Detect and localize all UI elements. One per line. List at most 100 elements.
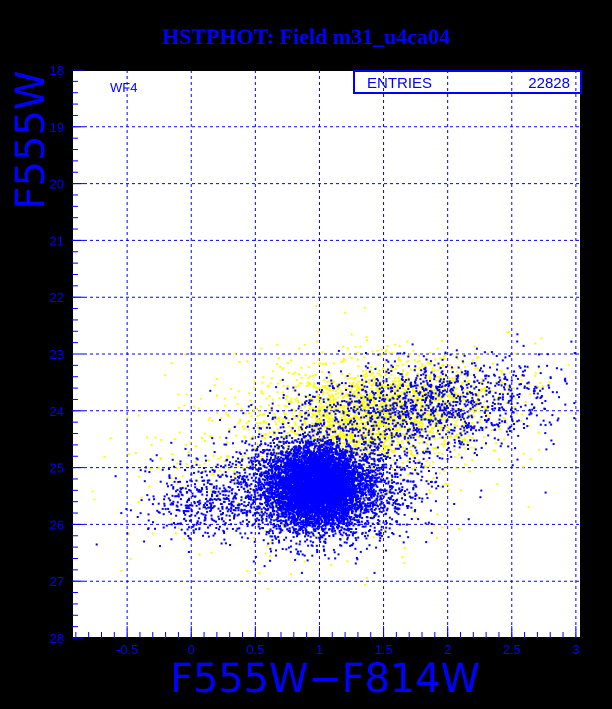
data-point (316, 427, 319, 430)
data-point (282, 440, 285, 443)
data-point (400, 420, 403, 422)
data-point (416, 360, 419, 363)
data-point (460, 384, 463, 387)
data-point (422, 449, 425, 452)
data-point (349, 462, 352, 465)
data-point (395, 394, 398, 397)
data-point (334, 433, 337, 435)
data-point (418, 422, 421, 425)
data-point (323, 413, 325, 416)
data-point (351, 447, 354, 450)
data-point (330, 435, 333, 438)
data-point (344, 422, 347, 425)
data-point (384, 401, 387, 404)
data-point (314, 535, 317, 538)
data-point (388, 426, 391, 428)
data-point (329, 425, 332, 428)
data-point (355, 404, 357, 407)
data-point (412, 435, 415, 438)
data-point (425, 466, 428, 469)
data-point (336, 422, 339, 425)
data-point (439, 357, 442, 360)
data-point (346, 411, 349, 413)
data-point (363, 415, 366, 418)
data-point (210, 473, 213, 476)
data-point (387, 452, 390, 455)
data-point (416, 420, 419, 423)
data-point (187, 450, 190, 453)
data-point (385, 436, 388, 439)
data-point (290, 452, 293, 455)
data-point (483, 387, 485, 390)
data-point (405, 381, 408, 384)
data-point (408, 439, 411, 441)
data-point (277, 443, 280, 446)
data-point (266, 448, 269, 451)
data-point (338, 401, 341, 404)
data-point (462, 362, 465, 364)
data-point (388, 436, 391, 439)
data-point (477, 393, 480, 396)
data-point (476, 400, 479, 403)
data-point (368, 415, 371, 418)
data-point (336, 452, 339, 455)
data-point (285, 398, 288, 401)
data-point (342, 358, 345, 360)
data-point (261, 381, 264, 384)
data-point (495, 407, 498, 410)
data-point (349, 441, 352, 444)
data-point (423, 400, 426, 403)
data-point (485, 352, 488, 355)
data-point (347, 441, 350, 444)
data-point (440, 390, 443, 393)
data-point (442, 445, 445, 448)
data-point (395, 471, 398, 474)
data-point (322, 390, 325, 393)
data-point (319, 399, 322, 401)
data-point (283, 423, 286, 425)
data-point (253, 386, 256, 389)
data-point (356, 386, 359, 389)
data-point (380, 422, 383, 425)
data-point (265, 397, 268, 400)
data-point (332, 397, 335, 400)
data-point (428, 377, 431, 380)
data-point (373, 403, 376, 406)
data-point (430, 377, 433, 380)
data-point (443, 428, 446, 431)
data-point (376, 349, 379, 352)
data-point (184, 443, 187, 446)
data-point (453, 399, 455, 402)
data-point (302, 529, 304, 532)
data-point (341, 430, 344, 433)
data-point (372, 397, 375, 400)
data-point (477, 395, 480, 397)
data-point (422, 430, 425, 432)
data-point (173, 438, 176, 441)
data-point (421, 422, 424, 425)
data-point (379, 403, 382, 406)
data-point (454, 436, 457, 439)
data-point (399, 477, 402, 480)
data-point (307, 462, 310, 465)
data-point (409, 396, 412, 399)
data-point (344, 401, 347, 404)
data-point (480, 390, 483, 392)
data-point (441, 443, 444, 445)
data-point (402, 421, 405, 423)
data-point (412, 349, 415, 352)
data-point (442, 364, 445, 367)
data-point (309, 375, 312, 378)
data-point (164, 374, 167, 376)
data-point (306, 432, 309, 435)
data-point (388, 416, 391, 419)
data-point (219, 456, 222, 459)
data-point (263, 413, 266, 416)
data-point (373, 440, 376, 442)
data-point (338, 423, 341, 425)
data-point (534, 342, 537, 345)
data-point (420, 436, 423, 439)
data-point (386, 397, 388, 400)
data-point (272, 464, 275, 467)
data-point (374, 417, 377, 419)
